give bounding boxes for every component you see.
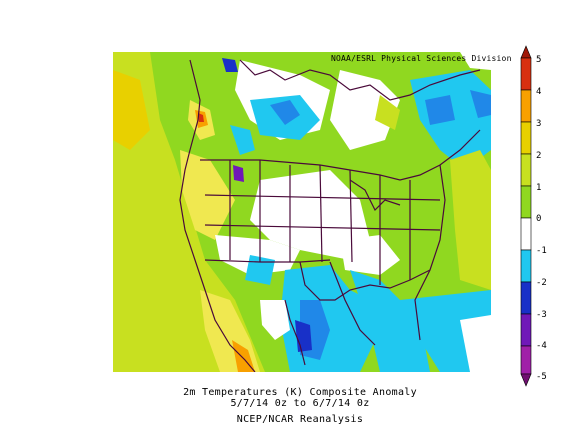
boundary-lines bbox=[179, 59, 481, 372]
colorbar bbox=[520, 45, 532, 387]
colorbar-tick-label: -1 bbox=[536, 246, 547, 256]
colorbar-tick-label: -4 bbox=[536, 341, 547, 351]
credit-label: NOAA/ESRL Physical Sciences Division bbox=[331, 54, 512, 63]
colorbar-tick-label: -2 bbox=[536, 278, 547, 288]
colorbar-tick-label: 3 bbox=[536, 119, 542, 129]
colorbar-tick-label: 4 bbox=[536, 87, 542, 97]
caption-title: 2m Temperatures (K) Composite Anomaly bbox=[183, 387, 417, 398]
colorbar-tick-label: 5 bbox=[536, 55, 542, 65]
colorbar-tick-label: 0 bbox=[536, 214, 542, 224]
colorbar-tick-label: -5 bbox=[536, 372, 547, 382]
caption-source: NCEP/NCAR Reanalysis bbox=[236, 414, 364, 425]
temperature-anomaly-field bbox=[113, 52, 491, 372]
colorbar-tick-label: -3 bbox=[536, 310, 547, 320]
caption-dates: 5/7/14 0z to 6/7/14 0z bbox=[230, 398, 370, 409]
colorbar-tick-label: 2 bbox=[536, 151, 542, 161]
colorbar-tick-label: 1 bbox=[536, 183, 542, 193]
